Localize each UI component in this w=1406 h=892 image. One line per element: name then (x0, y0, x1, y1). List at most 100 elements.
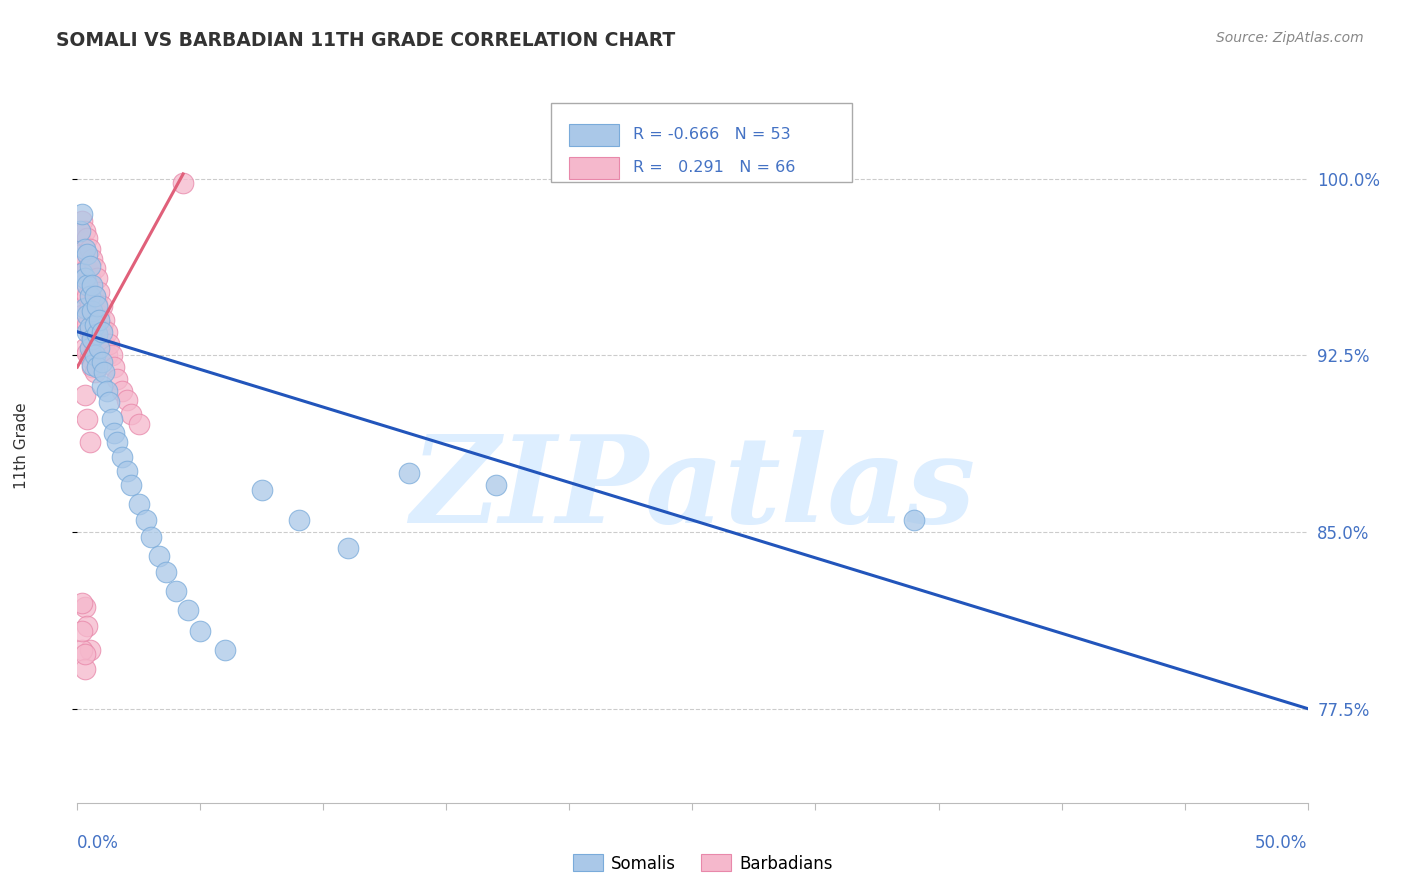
Point (70, 247, 93, 261)
Point (76, 289, 98, 303)
Point (121, 407, 143, 421)
Point (101, 348, 124, 362)
Point (135, 513, 157, 527)
Point (73, 341, 96, 355)
Point (73, 243, 96, 257)
Point (89, 341, 111, 355)
Point (89, 308, 111, 322)
Text: 50.0%: 50.0% (1256, 834, 1308, 852)
Point (76, 230, 98, 244)
Point (79, 435, 101, 450)
Point (83, 289, 105, 303)
Point (115, 464, 138, 478)
Point (82, 252, 104, 266)
Text: R =   0.291   N = 66: R = 0.291 N = 66 (634, 161, 796, 176)
Point (73, 600, 96, 615)
Point (69, 266, 91, 280)
Point (89, 313, 111, 327)
Point (76, 619, 98, 633)
Point (89, 285, 111, 299)
Point (73, 301, 96, 316)
Point (70, 277, 93, 292)
Point (121, 478, 143, 492)
Point (86, 296, 108, 310)
Point (70, 266, 93, 280)
Point (73, 662, 96, 676)
Point (98, 395, 121, 409)
Bar (569, 124, 619, 145)
Point (165, 583, 187, 598)
Point (172, 177, 194, 191)
Point (83, 348, 105, 362)
Point (76, 412, 98, 426)
Point (86, 270, 108, 285)
Point (250, 483, 273, 497)
Point (82, 306, 104, 320)
Point (111, 450, 132, 464)
Point (90, 299, 114, 313)
Point (69, 223, 91, 237)
Point (82, 303, 104, 318)
Point (128, 497, 150, 511)
Point (69, 230, 91, 244)
Text: ZIPatlas: ZIPatlas (409, 430, 976, 548)
Point (79, 243, 101, 257)
Point (105, 372, 128, 386)
Point (86, 299, 108, 313)
Point (73, 270, 96, 285)
Point (73, 648, 96, 662)
Point (79, 299, 101, 313)
Point (96, 325, 118, 339)
Point (79, 341, 101, 355)
Point (70, 624, 93, 638)
Point (69, 301, 91, 316)
Point (76, 247, 98, 261)
Point (288, 513, 311, 527)
Point (73, 285, 96, 299)
Point (105, 435, 128, 450)
Point (96, 348, 118, 362)
Point (103, 360, 125, 375)
Point (73, 223, 96, 237)
Point (70, 596, 93, 610)
Point (90, 355, 114, 369)
Point (93, 313, 115, 327)
Point (90, 379, 114, 393)
Text: 11th Grade: 11th Grade (14, 402, 28, 490)
Point (79, 270, 101, 285)
Point (214, 642, 236, 657)
Point (90, 320, 114, 334)
Point (76, 308, 98, 322)
FancyBboxPatch shape (551, 103, 852, 182)
Bar (569, 157, 619, 178)
Point (398, 466, 420, 480)
Point (82, 360, 104, 375)
Text: SOMALI VS BARBADIAN 11TH GRADE CORRELATION CHART: SOMALI VS BARBADIAN 11TH GRADE CORRELATI… (56, 31, 675, 50)
Point (73, 254, 96, 268)
Point (76, 261, 98, 276)
Point (177, 602, 200, 616)
Point (83, 365, 105, 379)
Point (83, 313, 105, 327)
Text: 0.0%: 0.0% (77, 834, 120, 852)
Point (79, 259, 101, 273)
Point (70, 207, 93, 221)
Point (90, 325, 114, 339)
Point (86, 360, 108, 375)
Point (73, 388, 96, 402)
Point (89, 332, 111, 346)
Point (96, 384, 118, 398)
Point (86, 346, 108, 360)
Point (79, 289, 101, 303)
Point (115, 393, 138, 408)
Point (76, 277, 98, 292)
Point (111, 384, 132, 398)
Point (98, 336, 121, 351)
Point (93, 336, 115, 351)
Point (76, 325, 98, 339)
Point (79, 351, 101, 365)
Point (141, 530, 163, 544)
Point (82, 280, 104, 294)
Point (70, 642, 93, 657)
Text: R = -0.666   N = 53: R = -0.666 N = 53 (634, 128, 792, 143)
